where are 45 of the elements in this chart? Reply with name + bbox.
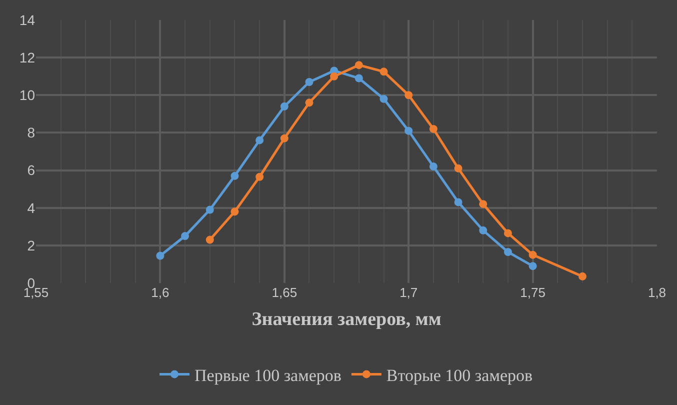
point (504, 229, 512, 238)
y-tick-label: 14 (19, 12, 36, 28)
x-tick-label: 1,8 (648, 285, 666, 300)
point (578, 272, 586, 280)
point (230, 172, 239, 180)
x-tick-label: 1,6 (151, 285, 170, 300)
x-tick-label: 1,75 (520, 285, 546, 300)
legend-label: Первые 100 замеров (194, 366, 342, 385)
point (479, 200, 488, 208)
point (354, 61, 363, 70)
point (454, 198, 462, 206)
point (429, 124, 438, 133)
point (181, 232, 190, 240)
y-tick-label: 2 (27, 237, 36, 254)
point (528, 262, 537, 270)
y-tick-label: 10 (19, 87, 36, 104)
point (156, 252, 164, 260)
y-tick-label: 12 (19, 49, 36, 66)
x-tick-label: 1,7 (400, 285, 418, 300)
point (256, 172, 264, 181)
x-axis-title: Значения замеров, мм (252, 308, 442, 330)
point (380, 94, 388, 103)
point (479, 226, 488, 234)
point (404, 91, 413, 100)
point (256, 136, 264, 144)
point (429, 162, 438, 171)
point (504, 248, 512, 256)
point (305, 98, 314, 107)
point (206, 236, 214, 244)
point (305, 78, 314, 86)
x-tick-label: 1,65 (272, 285, 298, 300)
point (528, 250, 537, 259)
point (380, 68, 388, 76)
point (330, 72, 338, 80)
y-tick-label: 4 (27, 200, 36, 216)
y-tick-label: 6 (27, 162, 36, 178)
point (280, 134, 288, 142)
point (280, 102, 288, 110)
point (230, 208, 239, 216)
legend-label: Вторые 100 замеров (386, 366, 533, 385)
point (354, 74, 363, 82)
point (404, 126, 413, 135)
y-tick-label: 8 (27, 124, 36, 141)
point (454, 164, 462, 172)
point (206, 206, 214, 214)
